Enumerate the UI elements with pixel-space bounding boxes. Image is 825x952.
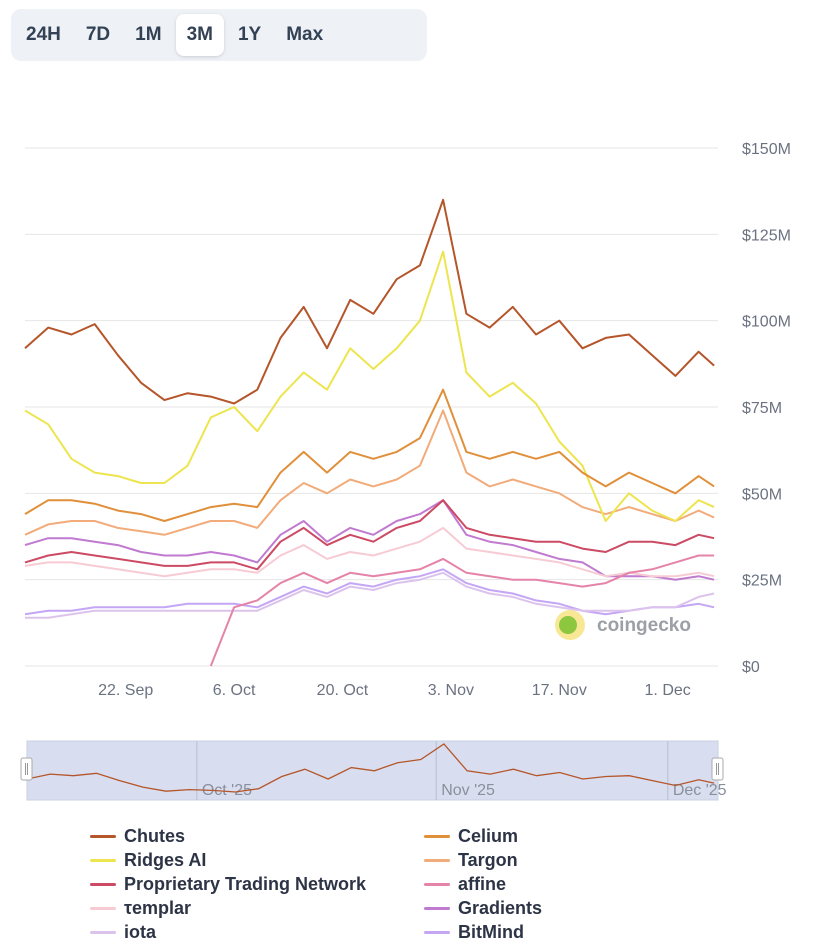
legend-label: Ridges AI <box>124 849 207 870</box>
legend-label: Celium <box>458 825 519 846</box>
navigator-label: Oct '25 <box>202 782 252 799</box>
legend-swatch <box>424 882 450 886</box>
range-button-3m[interactable]: 3M <box>175 14 224 56</box>
legend-item-targon[interactable]: Targon <box>424 850 684 870</box>
legend-item-gradients[interactable]: Gradients <box>424 898 684 918</box>
y-tick-label: $75M <box>742 400 782 417</box>
legend-swatch <box>90 858 116 862</box>
series-line-celium <box>24 388 715 522</box>
svg-text:coingecko: coingecko <box>597 615 691 636</box>
legend-swatch <box>90 882 116 886</box>
y-tick-label: $50M <box>742 486 782 503</box>
legend-label: τemplar <box>124 897 192 918</box>
range-button-24h[interactable]: 24H <box>26 24 61 45</box>
navigator-handle-right[interactable] <box>711 757 724 781</box>
legend-swatch <box>424 906 450 910</box>
legend-swatch <box>424 930 450 934</box>
legend-label: iota <box>124 921 157 942</box>
legend-item-proprietary-trading-network[interactable]: Proprietary Trading Network <box>90 874 424 894</box>
series-line-affine <box>209 554 715 667</box>
legend-item--emplar[interactable]: τemplar <box>90 898 424 918</box>
series-line-iota <box>25 571 715 619</box>
y-tick-label: $0 <box>742 659 760 676</box>
legend-item-ridges-ai[interactable]: Ridges AI <box>90 850 424 870</box>
coingecko-watermark: coingecko <box>555 610 691 640</box>
market-cap-chart: $0 $25M $50M $75M $100M $125M $150M 22. Sep 6. O… <box>20 141 791 801</box>
legend-item-celium[interactable]: Celium <box>424 826 684 846</box>
series-line-proprietary-trading-network <box>24 499 715 571</box>
legend-label: Gradients <box>458 897 543 918</box>
legend-swatch <box>424 834 450 838</box>
navigator-label: Nov '25 <box>441 782 495 799</box>
x-tick-label: 1. Dec <box>645 682 691 699</box>
legend-swatch <box>90 930 116 934</box>
series-line-ridges-ai <box>24 250 715 522</box>
time-range-selector: 24H 7D 1M 3M 1Y Max <box>11 9 427 61</box>
legend-swatch <box>90 834 116 838</box>
series-line-bitmind <box>24 568 715 616</box>
y-tick-label: $25M <box>742 573 782 590</box>
range-navigator[interactable]: Oct '25 Nov '25 Dec '25 <box>20 740 727 801</box>
legend-item-affine[interactable]: affine <box>424 874 684 894</box>
legend-swatch <box>90 906 116 910</box>
y-tick-label: $100M <box>742 314 791 331</box>
series-line--emplar <box>24 526 715 578</box>
legend-item-iota[interactable]: iota <box>90 922 424 942</box>
legend-label: affine <box>458 873 507 894</box>
range-button-1y[interactable]: 1Y <box>237 24 262 45</box>
legend-swatch <box>424 858 450 862</box>
legend-item-bitmind[interactable]: BitMind <box>424 922 684 942</box>
legend-item-chutes[interactable]: Chutes <box>90 826 424 846</box>
legend-label: Proprietary Trading Network <box>124 873 367 894</box>
x-tick-label: 6. Oct <box>213 682 256 699</box>
y-tick-label: $125M <box>742 227 791 244</box>
navigator-handle-left[interactable] <box>20 757 33 781</box>
x-tick-label: 3. Nov <box>428 682 474 699</box>
x-tick-label: 22. Sep <box>98 682 153 699</box>
range-button-7d[interactable]: 7D <box>85 24 111 45</box>
x-tick-label: 17. Nov <box>532 682 587 699</box>
series-line-targon <box>24 409 715 536</box>
legend: Chutes Celium Ridges AI Targon Proprietary T… <box>90 826 690 942</box>
legend-label: BitMind <box>458 921 524 942</box>
x-tick-label: 20. Oct <box>317 682 369 699</box>
legend-label: Targon <box>458 849 518 870</box>
series-line-chutes <box>24 198 715 405</box>
navigator-label: Dec '25 <box>673 782 727 799</box>
navigator-series-line <box>26 743 715 793</box>
range-button-1m[interactable]: 1M <box>135 24 162 45</box>
y-tick-label: $150M <box>742 141 791 158</box>
range-button-max[interactable]: Max <box>286 24 324 45</box>
legend-label: Chutes <box>124 825 186 846</box>
